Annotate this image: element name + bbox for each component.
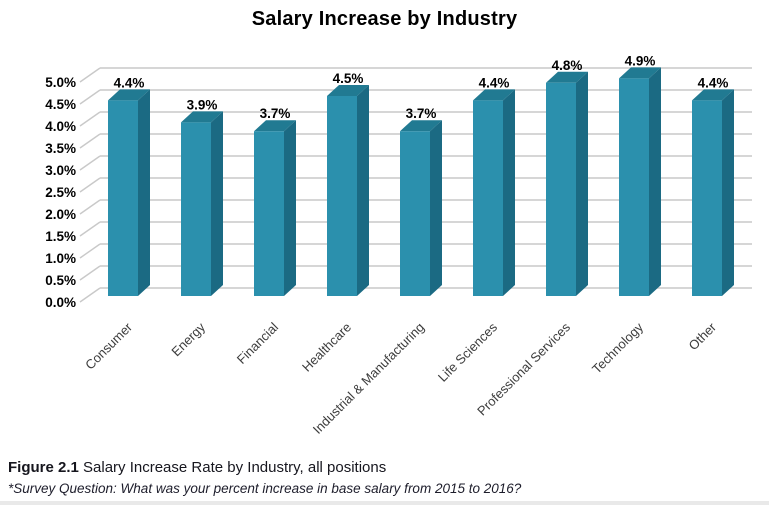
bar-energy [181,111,223,297]
y-axis-tick-label-6: 3.0% [45,163,76,178]
y-axis-tick-label-0: 0.0% [45,295,76,310]
bar-side-face [430,120,442,296]
data-label-energy: 3.9% [187,97,218,112]
bar-side-face [576,71,588,296]
data-label-healthcare: 4.5% [333,71,364,86]
y-axis-tick-label-7: 3.5% [45,141,76,156]
y-axis-tick-label-5: 2.5% [45,185,76,200]
y-tick-line-1 [79,265,101,281]
data-label-financial: 3.7% [260,106,291,121]
data-label-technology: 4.9% [625,53,656,68]
page-bottom-divider [0,501,769,505]
x-axis-label-energy: Energy [168,319,208,359]
bar-consumer [108,89,150,297]
y-axis-tick-label-3: 1.5% [45,229,76,244]
bar-front-face [254,131,284,296]
y-axis-tick-label-9: 4.5% [45,97,76,112]
data-label-consumer: 4.4% [114,75,145,90]
bar-front-face [108,100,138,297]
bar-top-face [473,89,515,101]
y-tick-line-10 [79,67,101,83]
bar-front-face [546,82,576,296]
y-tick-line-7 [79,133,101,149]
y-tick-line-0 [79,287,101,303]
x-axis-label-life-sciences: Life Sciences [435,319,501,385]
y-axis-tick-label-10: 5.0% [45,75,76,90]
bar-healthcare [327,85,369,296]
data-label-industrial-manufacturing: 3.7% [406,106,437,121]
bar-front-face [473,100,503,297]
bar-professional-services [546,71,588,296]
y-tick-line-4 [79,199,101,215]
figure-caption-text: Salary Increase Rate by Industry, all po… [78,459,387,476]
bar-top-face [327,85,369,96]
bar-side-face [284,120,296,296]
bar-side-face [211,111,223,297]
salary-increase-chart: 0.0% 0.5% 1.0% 1.5% 2.0% 2.5% 3.0% 3.5% 4.0% 4.5%… [45,53,752,437]
bar-side-face [503,89,515,297]
y-axis-tick-label-8: 4.0% [45,119,76,134]
data-label-life-sciences: 4.4% [479,75,510,90]
data-label-other: 4.4% [698,75,729,90]
bar-front-face [327,96,357,296]
y-axis-tick-label-1: 0.5% [45,273,76,288]
figure-caption-title: Figure 2.1 Salary Increase Rate by Indus… [8,458,758,477]
bar-industrial-manufacturing [400,120,442,296]
x-axis-label-technology: Technology [589,319,646,376]
bar-other [692,89,734,297]
bar-top-face [619,67,661,79]
bar-side-face [357,85,369,296]
y-tick-line-2 [79,243,101,259]
bar-top-face [692,89,734,101]
y-axis-tick-label-4: 2.0% [45,207,76,222]
y-axis-tick-label-2: 1.0% [45,251,76,266]
y-tick-line-6 [79,155,101,171]
bar-side-face [722,89,734,297]
bar-top-face [546,71,588,83]
bar-side-face [649,67,661,297]
bar-top-face [181,111,223,123]
bar-side-face [138,89,150,297]
data-label-professional-services: 4.8% [552,58,583,73]
bar-front-face [400,131,430,296]
y-tick-line-9 [79,89,101,105]
bar-top-face [108,89,150,101]
survey-question-note: *Survey Question: What was your percent … [8,481,522,496]
x-axis-label-financial: Financial [234,319,281,366]
y-tick-line-5 [79,177,101,193]
bar-top-face [254,120,296,132]
figure-caption: Figure 2.1 Salary Increase Rate by Indus… [8,458,758,497]
bar-life-sciences [473,89,515,297]
bar-front-face [692,100,722,297]
bar-front-face [619,78,649,297]
x-axis-label-healthcare: Healthcare [299,320,354,375]
x-axis-label-consumer: Consumer [82,319,135,372]
bar-top-face [400,120,442,132]
x-axis-label-other: Other [686,319,720,353]
bar-technology [619,67,661,297]
y-tick-line-8 [79,111,101,127]
y-tick-line-3 [79,221,101,237]
chart-title: Salary Increase by Industry [251,8,518,30]
figure-number-label: Figure 2.1 [8,459,79,476]
bar-front-face [181,122,211,297]
bar-financial [254,120,296,296]
